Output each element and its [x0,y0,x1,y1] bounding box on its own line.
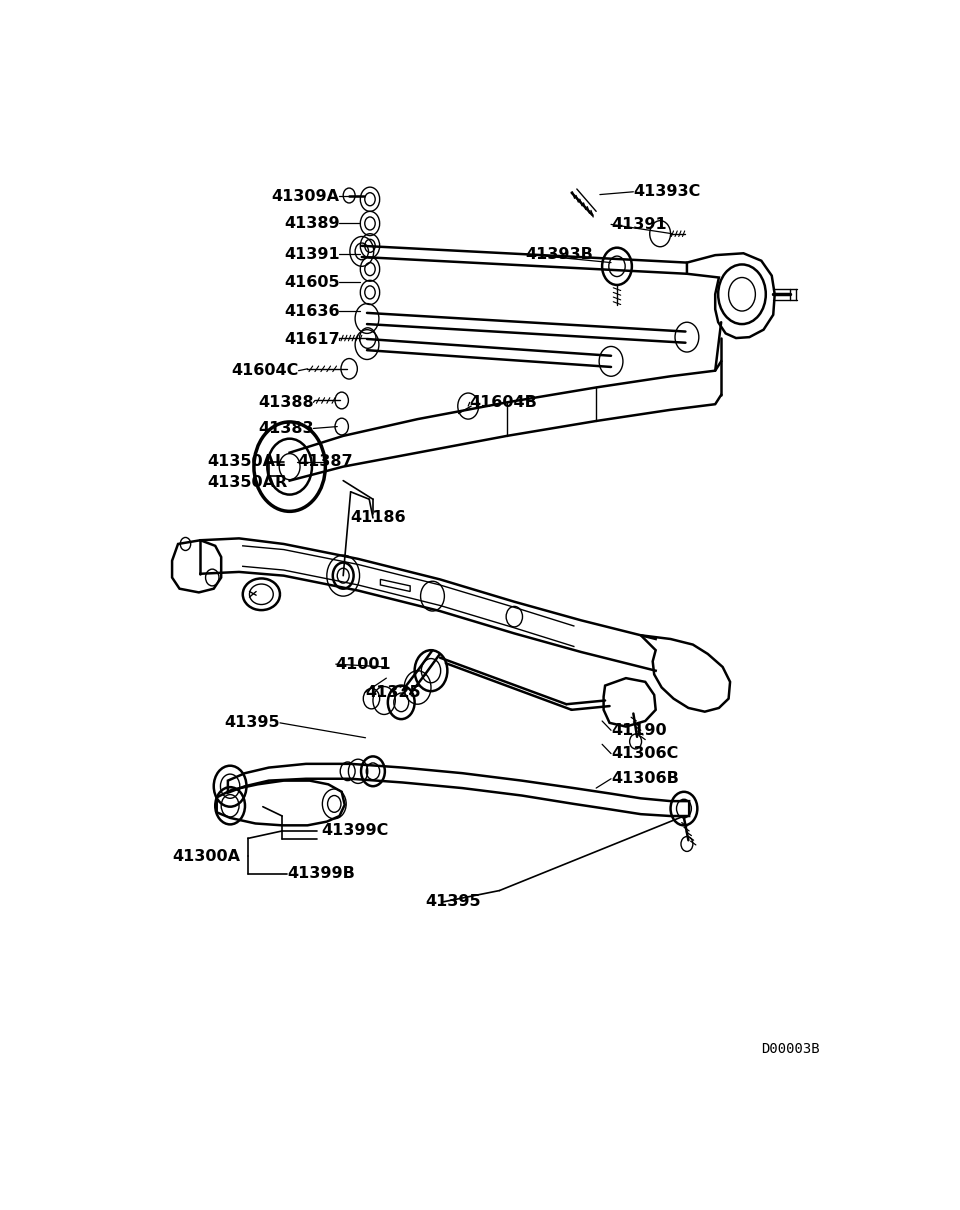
Text: D00003B: D00003B [760,1042,820,1056]
Text: 41636: 41636 [284,304,340,318]
Text: 41190: 41190 [611,722,666,738]
Text: 41309A: 41309A [272,189,340,204]
Text: 41306C: 41306C [611,747,679,761]
Text: 41383: 41383 [258,421,313,436]
Text: 41325: 41325 [366,685,421,699]
Text: 41617: 41617 [284,333,340,347]
Text: 41350AR: 41350AR [207,476,288,490]
Text: 41391: 41391 [284,247,340,261]
Text: 41393C: 41393C [634,184,701,200]
Text: 41604B: 41604B [469,394,538,410]
Text: 41387: 41387 [297,455,352,469]
Text: 41399C: 41399C [321,824,388,839]
Text: 41001: 41001 [336,657,392,672]
Text: 41350AL: 41350AL [207,455,286,469]
Text: 41395: 41395 [225,715,280,731]
Text: 41604C: 41604C [231,363,299,379]
Text: 41306B: 41306B [611,771,679,786]
Text: 41300A: 41300A [172,848,240,864]
Text: 41395: 41395 [425,894,481,909]
Text: 41399B: 41399B [287,866,355,881]
Text: 41389: 41389 [284,215,340,231]
Text: 41605: 41605 [284,275,340,289]
Text: 41391: 41391 [611,217,666,232]
Text: 41393B: 41393B [525,247,593,261]
Text: 41186: 41186 [350,511,406,525]
Text: 41388: 41388 [258,394,313,410]
